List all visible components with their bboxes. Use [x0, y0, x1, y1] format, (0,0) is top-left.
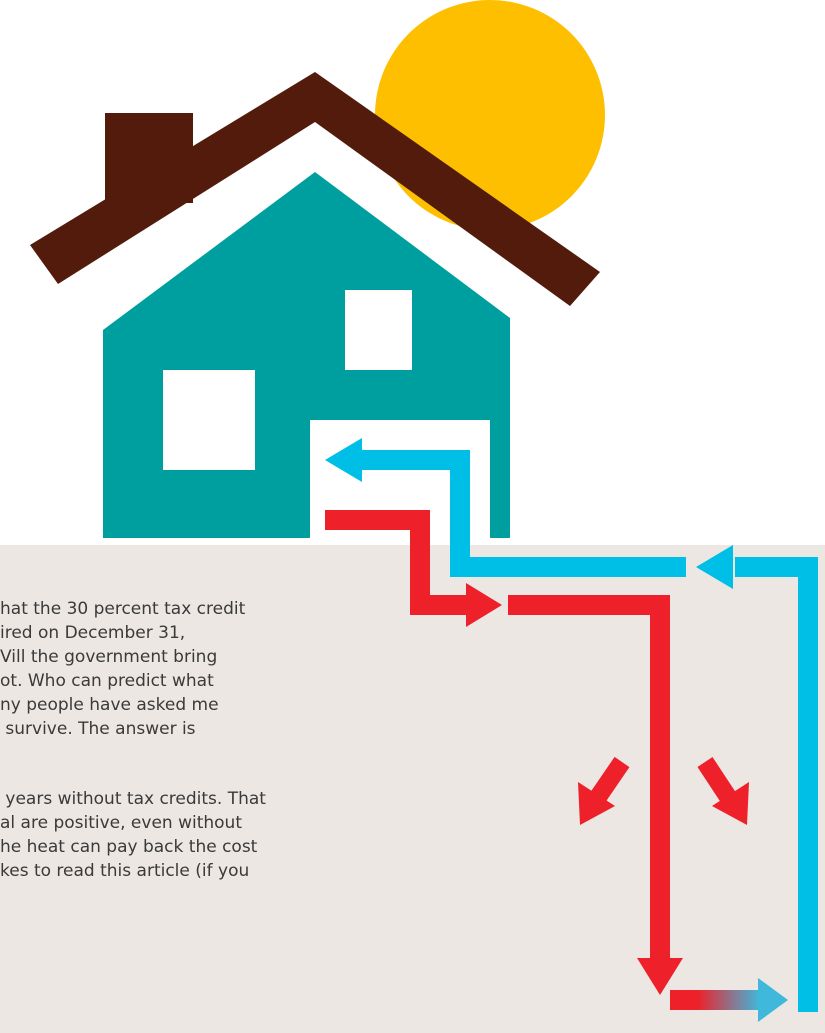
text-line: al are positive, even without	[0, 813, 242, 833]
arrow	[696, 545, 733, 589]
arrow	[637, 958, 683, 995]
text-line: ired on December 31,	[0, 623, 185, 643]
text-line: survive. The answer is	[0, 719, 196, 739]
window	[345, 290, 412, 370]
text-line: Vill the government bring	[0, 647, 217, 667]
text-panel	[0, 545, 825, 1033]
arrow	[325, 438, 362, 482]
cold-pipe	[360, 450, 818, 1012]
text-line: hat the 30 percent tax credit	[0, 599, 246, 619]
text-line: he heat can pay back the cost	[0, 837, 258, 857]
text-line: ot. Who can predict what	[0, 671, 214, 691]
flow	[670, 990, 760, 1010]
text-line: kes to read this article (if you	[0, 861, 249, 881]
hot-pipe	[325, 510, 670, 960]
arrow	[466, 583, 502, 627]
text-line: ny people have asked me	[0, 695, 219, 715]
arrow	[758, 978, 788, 1022]
roof	[30, 72, 600, 306]
heat-arrows	[578, 756, 749, 825]
article-text: hat the 30 percent tax credit ired on Dec…	[0, 599, 266, 881]
text-line: years without tax credits. That	[0, 789, 266, 809]
window	[163, 370, 255, 470]
